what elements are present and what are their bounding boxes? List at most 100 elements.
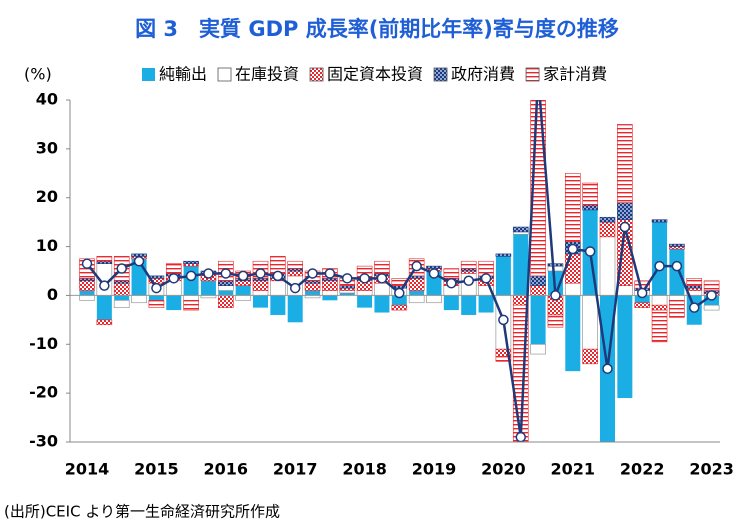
y-tick-label: -30 [29, 432, 58, 451]
bar-segment [651, 219, 668, 223]
bar-segment [96, 295, 112, 320]
bar-segment [443, 295, 459, 311]
plot-area [70, 100, 720, 442]
bar-segment [287, 268, 304, 272]
bar-segment [96, 256, 113, 262]
gdp-point [237, 270, 249, 282]
bar-segment [564, 282, 581, 296]
bar-segment [148, 300, 165, 308]
legend-label: 純輸出 [159, 65, 207, 84]
bar-segment [669, 249, 685, 296]
bar-segment [79, 290, 95, 296]
bar-segment [270, 295, 286, 315]
bar-segment [339, 290, 356, 294]
bar-segment [183, 260, 199, 264]
legend-label: 政府消費 [451, 65, 515, 84]
bar-segment [617, 285, 633, 296]
bar-segment [460, 268, 477, 272]
bar-segment [131, 253, 147, 257]
bar-segment [582, 348, 598, 365]
gdp-point [307, 268, 318, 279]
bar-segment [530, 285, 546, 296]
bar-segment [686, 278, 703, 286]
bar-segment [617, 202, 633, 221]
bar-segment [409, 290, 425, 296]
bar-segment [669, 246, 685, 250]
legend-swatch [309, 67, 324, 82]
bar-segment [305, 290, 321, 296]
gdp-point [584, 246, 596, 257]
bar-segment [634, 295, 650, 303]
bar-segment [512, 231, 529, 235]
bar-segment [96, 319, 113, 326]
gdp-point [463, 275, 474, 287]
bar-segment [304, 282, 321, 291]
bar-segment [686, 285, 703, 289]
bar-segment [669, 300, 685, 318]
gdp-point [411, 260, 422, 272]
bar-segment [270, 280, 286, 296]
x-tick-label: 2022 [620, 460, 665, 479]
bar-segment [495, 256, 511, 296]
bar-segment [287, 295, 303, 323]
bar-segment [617, 295, 633, 399]
gdp-point [671, 260, 683, 272]
y-tick-label: 20 [36, 187, 58, 206]
bar-segment [564, 172, 581, 242]
bar-segment [218, 290, 234, 296]
gdp-point [116, 263, 127, 274]
gdp-point [185, 270, 197, 282]
x-tick-label: 2023 [689, 460, 734, 479]
bar-segment [79, 278, 95, 282]
bar-segment [599, 216, 616, 223]
bar-segment [339, 292, 355, 296]
bar-segment [200, 280, 216, 296]
bar-segment [460, 270, 477, 274]
x-tick-label: 2017 [273, 460, 318, 479]
bar-segment [547, 314, 564, 328]
gdp-point [689, 302, 700, 313]
gdp-point [480, 273, 492, 284]
legend-swatch [525, 67, 540, 82]
bar-segment [617, 124, 633, 203]
bar-segment [530, 295, 546, 345]
bar-segment [634, 302, 651, 308]
bar-segment [460, 260, 477, 269]
gdp-point [168, 273, 179, 284]
legend-swatch [433, 67, 448, 82]
bar-segment [495, 253, 512, 257]
gdp-point [342, 273, 353, 284]
bar-segment [686, 287, 703, 291]
bar-segment [669, 295, 685, 301]
x-tick-label: 2018 [342, 460, 387, 479]
bar-segment [599, 441, 616, 442]
source-note: (出所)CEIC より第一生命経済研究所作成 [4, 503, 280, 521]
bar-segment [530, 343, 546, 355]
gdp-point [272, 270, 284, 282]
bar-segment [374, 295, 390, 313]
bar-segment [426, 295, 442, 304]
bar-segment [339, 285, 356, 289]
bar-segment [96, 260, 113, 264]
gdp-point [289, 282, 301, 294]
bar-segment [253, 295, 268, 308]
x-tick-label: 2015 [134, 460, 179, 479]
bar-segment [218, 285, 234, 291]
bar-segment [651, 295, 668, 306]
chart-title: 図 3 実質 GDP 成長率(前期比年率)寄与度の推移 [135, 17, 619, 41]
bar-segment [113, 300, 130, 308]
bar-segment [252, 280, 269, 291]
gdp-point [515, 431, 526, 442]
gdp-point [567, 243, 579, 255]
bar-segment [513, 234, 529, 296]
bar-segment [131, 295, 147, 304]
legend-swatch [142, 68, 155, 81]
bar-segment [114, 295, 130, 301]
bar-segment [235, 295, 251, 301]
gdp-point [706, 290, 717, 301]
axes: -30 -20 -10 0 10 20 30 40 2014 2015 2016 2017 2018 20… [29, 90, 734, 479]
bar-segment [461, 295, 477, 315]
bar-segment [79, 295, 95, 301]
bar-segment [235, 285, 251, 296]
